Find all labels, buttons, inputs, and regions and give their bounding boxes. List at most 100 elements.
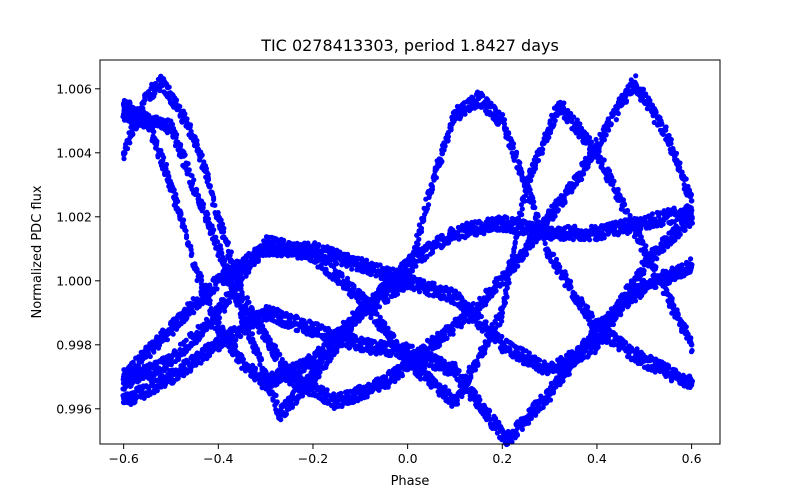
data-point — [439, 158, 445, 165]
data-point — [450, 327, 456, 333]
data-point — [658, 120, 665, 126]
data-point — [191, 310, 197, 316]
data-point — [221, 225, 227, 231]
data-point — [617, 102, 624, 108]
data-point — [425, 202, 432, 208]
data-point — [168, 326, 174, 332]
data-point — [168, 358, 174, 364]
data-point — [382, 320, 388, 326]
data-point — [177, 103, 183, 110]
data-point — [506, 280, 512, 286]
data-point — [418, 225, 425, 231]
data-point — [603, 132, 609, 138]
data-point — [215, 214, 222, 220]
data-point — [663, 286, 669, 292]
data-point — [254, 255, 260, 261]
data-point — [377, 262, 383, 268]
data-point — [613, 117, 620, 123]
data-point — [585, 304, 591, 310]
data-point — [472, 367, 479, 373]
data-point — [535, 211, 541, 218]
data-point — [183, 337, 189, 343]
data-point — [523, 182, 529, 188]
data-point — [121, 156, 127, 162]
data-point — [333, 399, 340, 406]
data-point — [158, 79, 165, 86]
data-point — [514, 431, 520, 437]
data-point — [182, 111, 188, 117]
data-point — [211, 197, 217, 203]
data-point — [632, 79, 638, 86]
data-point — [143, 354, 149, 360]
data-point — [272, 343, 279, 349]
data-point — [337, 249, 343, 255]
data-point — [349, 266, 355, 272]
data-point — [641, 358, 648, 364]
data-point — [357, 294, 364, 300]
data-point — [519, 426, 526, 432]
data-point — [553, 256, 560, 262]
data-point — [560, 378, 566, 384]
data-point — [555, 207, 561, 213]
data-point — [527, 187, 533, 193]
data-point — [499, 118, 506, 124]
data-point — [622, 202, 628, 208]
data-point — [561, 100, 567, 106]
data-point — [442, 384, 448, 390]
data-point — [225, 240, 231, 246]
data-point — [246, 299, 252, 305]
data-point — [581, 171, 587, 177]
data-point — [199, 152, 205, 158]
data-point — [426, 194, 432, 200]
data-point — [409, 343, 415, 349]
data-point — [615, 186, 621, 193]
data-point — [610, 181, 616, 188]
data-point — [683, 176, 689, 182]
data-point — [510, 145, 516, 151]
data-point — [385, 325, 391, 331]
data-point — [147, 353, 153, 360]
data-point — [228, 249, 234, 255]
data-point — [518, 211, 524, 217]
data-point — [285, 253, 291, 259]
data-point — [351, 283, 357, 289]
data-point — [509, 265, 516, 271]
data-point — [669, 298, 675, 304]
data-point — [513, 151, 519, 157]
data-point — [531, 199, 537, 205]
data-point — [399, 373, 405, 379]
data-point — [144, 92, 151, 98]
data-point — [653, 108, 659, 114]
data-point — [563, 272, 569, 278]
data-point — [487, 408, 493, 414]
data-point — [633, 73, 639, 79]
data-point — [546, 134, 552, 140]
data-point — [601, 157, 607, 163]
data-point — [206, 184, 212, 190]
data-point — [515, 263, 521, 269]
data-point — [445, 134, 451, 140]
data-point — [452, 399, 458, 406]
data-point — [641, 246, 648, 252]
data-point — [468, 375, 474, 381]
data-point — [689, 347, 695, 354]
data-point — [244, 295, 250, 301]
data-point — [433, 175, 439, 181]
data-point — [570, 182, 577, 188]
data-point — [673, 150, 680, 156]
data-point — [640, 86, 646, 92]
data-point — [523, 192, 529, 198]
data-point — [663, 127, 669, 133]
data-point — [444, 335, 450, 341]
data-point — [665, 134, 671, 140]
data-point — [475, 361, 481, 367]
data-point — [499, 310, 506, 316]
data-point — [164, 337, 170, 343]
data-point — [205, 175, 211, 181]
data-point — [462, 111, 468, 117]
data-point — [511, 249, 517, 255]
data-point — [310, 252, 316, 258]
chart-title: TIC 0278413303, period 1.8427 days — [260, 36, 559, 55]
